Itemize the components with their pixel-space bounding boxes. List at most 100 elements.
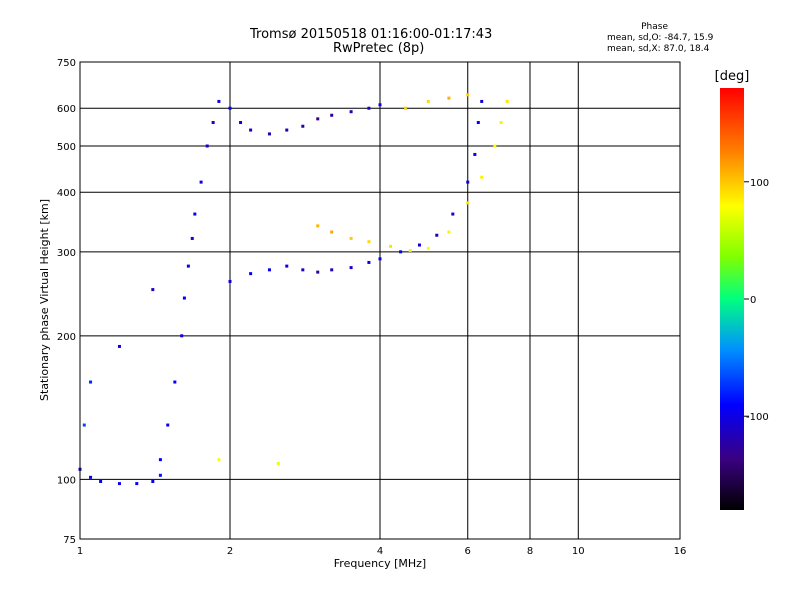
data-point-X — [367, 240, 371, 244]
data-point-O — [466, 180, 470, 184]
data-point-O — [249, 128, 253, 132]
x-axis-ticks: 1 2 4 6 8 10 16 — [77, 546, 687, 557]
data-point-O — [217, 99, 221, 103]
data-point-O — [316, 270, 320, 274]
chart-title: Tromsø 20150518 01:16:00-01:17:43 — [250, 27, 493, 42]
grid-lines — [79, 61, 681, 540]
data-point-O — [480, 99, 484, 103]
data-point-O — [186, 264, 190, 268]
data-point-O — [117, 482, 121, 486]
data-point-O — [190, 236, 194, 240]
colorbar-tick-label: -100 — [746, 412, 769, 423]
data-point-O — [301, 124, 305, 128]
data-point-O — [378, 257, 382, 261]
data-point-X — [466, 93, 470, 97]
y-tick-label: 200 — [57, 332, 76, 343]
data-point-O — [435, 233, 439, 237]
x-tick-label: 10 — [572, 546, 585, 557]
data-point-O — [211, 121, 215, 125]
data-point-O — [249, 272, 253, 276]
data-point-X — [447, 230, 451, 234]
x-tick-label: 4 — [377, 546, 383, 557]
data-point-O — [349, 266, 353, 270]
data-point-O — [173, 380, 177, 384]
data-point-X — [426, 99, 430, 103]
data-point-O — [330, 268, 334, 272]
y-tick-label: 75 — [63, 535, 76, 546]
data-point-X — [316, 224, 320, 228]
x-tick-label: 16 — [674, 546, 687, 557]
data-point-X — [466, 201, 470, 205]
data-point-O — [180, 334, 184, 338]
data-point-O — [82, 423, 86, 427]
colorbar-ticks: 100 0 -100 — [744, 178, 769, 423]
data-point-O — [228, 279, 232, 283]
data-point-O — [473, 152, 477, 156]
data-point-X — [447, 96, 451, 100]
data-point-O — [166, 423, 170, 427]
data-point-X — [403, 106, 407, 110]
phase-box-line-o: mean, sd,O: -84.7, 15.9 — [607, 33, 714, 43]
plot-frame — [79, 61, 681, 540]
y-axis-ticks: 75 100 200 300 400 500 600 750 — [57, 58, 76, 546]
data-point-O — [367, 260, 371, 264]
data-point-O — [367, 106, 371, 110]
data-point-X — [426, 246, 430, 250]
data-point-O — [158, 458, 162, 462]
data-point-X — [505, 99, 509, 103]
data-point-O — [117, 344, 121, 348]
data-point-O — [316, 117, 320, 121]
colorbar — [720, 88, 744, 510]
y-tick-label: 500 — [57, 142, 76, 153]
x-tick-label: 2 — [227, 546, 233, 557]
data-point-O — [285, 264, 289, 268]
data-point-O — [199, 180, 203, 184]
data-point-O — [205, 144, 209, 148]
chart-subtitle: RwPretec (8p) — [333, 41, 425, 56]
data-point-O — [182, 296, 186, 300]
data-point-O — [135, 482, 139, 486]
data-point-O — [267, 132, 271, 136]
x-axis-label: Frequency [MHz] — [334, 557, 426, 570]
data-point-O — [451, 212, 455, 216]
y-tick-label: 600 — [57, 104, 76, 115]
data-point-X — [493, 144, 497, 148]
data-points — [78, 93, 509, 486]
data-point-O — [417, 243, 421, 247]
y-axis-label: Stationary phase Virtual Height [km] — [38, 199, 51, 401]
data-point-X — [217, 458, 221, 462]
data-point-X — [389, 244, 393, 248]
x-tick-label: 6 — [465, 546, 471, 557]
x-tick-label: 8 — [527, 546, 533, 557]
x-tick-label: 1 — [77, 546, 83, 557]
colorbar-tick-label: 0 — [750, 295, 756, 306]
phase-box-line-x: mean, sd,X: 87.0, 18.4 — [607, 44, 710, 54]
data-point-O — [151, 479, 155, 483]
data-point-O — [151, 288, 155, 292]
data-point-O — [193, 212, 197, 216]
colorbar-label: [deg] — [715, 69, 750, 84]
data-point-X — [499, 121, 503, 125]
data-point-O — [89, 380, 93, 384]
phase-box-heading: Phase — [641, 22, 668, 32]
y-tick-label: 400 — [57, 188, 76, 199]
y-tick-label: 100 — [57, 475, 76, 486]
data-point-O — [89, 475, 93, 479]
data-point-O — [158, 473, 162, 477]
data-point-X — [349, 236, 353, 240]
data-point-O — [399, 250, 403, 254]
data-point-O — [349, 110, 353, 114]
data-point-O — [285, 128, 289, 132]
data-point-O — [99, 479, 103, 483]
data-point-O — [301, 268, 305, 272]
data-point-O — [378, 103, 382, 107]
data-point-X — [276, 461, 280, 465]
y-tick-label: 750 — [57, 58, 76, 69]
data-point-X — [330, 230, 334, 234]
data-point-O — [330, 113, 334, 117]
data-point-X — [408, 248, 412, 252]
data-point-O — [239, 121, 243, 125]
data-point-O — [476, 121, 480, 125]
data-point-O — [228, 106, 232, 110]
